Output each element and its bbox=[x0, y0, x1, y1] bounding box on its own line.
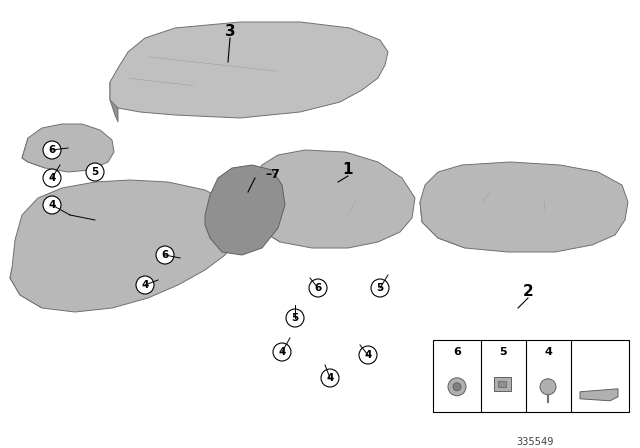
Polygon shape bbox=[205, 165, 285, 255]
Polygon shape bbox=[10, 180, 240, 312]
Polygon shape bbox=[110, 82, 118, 122]
Polygon shape bbox=[10, 268, 42, 308]
Text: 4: 4 bbox=[48, 200, 56, 210]
Text: 1: 1 bbox=[343, 163, 353, 177]
Polygon shape bbox=[580, 389, 618, 401]
Circle shape bbox=[540, 379, 556, 395]
Polygon shape bbox=[420, 202, 465, 248]
Text: 4: 4 bbox=[141, 280, 148, 290]
Text: 3: 3 bbox=[225, 25, 236, 39]
Circle shape bbox=[273, 343, 291, 361]
Polygon shape bbox=[248, 150, 415, 248]
Text: 4: 4 bbox=[544, 347, 552, 357]
Text: 5: 5 bbox=[291, 313, 299, 323]
Circle shape bbox=[453, 383, 461, 391]
FancyBboxPatch shape bbox=[493, 377, 511, 391]
Text: 4: 4 bbox=[326, 373, 333, 383]
Text: 2: 2 bbox=[523, 284, 533, 300]
FancyBboxPatch shape bbox=[433, 340, 629, 412]
Circle shape bbox=[136, 276, 154, 294]
Polygon shape bbox=[110, 22, 388, 118]
Text: 6: 6 bbox=[453, 347, 461, 357]
Circle shape bbox=[156, 246, 174, 264]
Polygon shape bbox=[420, 162, 628, 252]
FancyBboxPatch shape bbox=[498, 381, 506, 387]
Circle shape bbox=[321, 369, 339, 387]
Circle shape bbox=[43, 196, 61, 214]
Text: 6: 6 bbox=[161, 250, 168, 260]
Text: –7: –7 bbox=[265, 168, 280, 181]
Circle shape bbox=[448, 378, 466, 396]
Circle shape bbox=[86, 163, 104, 181]
Circle shape bbox=[43, 141, 61, 159]
Text: 5: 5 bbox=[92, 167, 99, 177]
Text: 5: 5 bbox=[376, 283, 383, 293]
Polygon shape bbox=[22, 124, 114, 172]
Text: 6: 6 bbox=[314, 283, 322, 293]
Text: 5: 5 bbox=[499, 347, 507, 357]
Circle shape bbox=[43, 169, 61, 187]
Circle shape bbox=[309, 279, 327, 297]
Polygon shape bbox=[248, 202, 280, 242]
Text: 6: 6 bbox=[49, 145, 56, 155]
Circle shape bbox=[371, 279, 389, 297]
Circle shape bbox=[359, 346, 377, 364]
Polygon shape bbox=[22, 138, 45, 168]
Text: 4: 4 bbox=[364, 350, 372, 360]
Text: 4: 4 bbox=[48, 173, 56, 183]
Text: 335549: 335549 bbox=[516, 437, 554, 447]
Text: 4: 4 bbox=[278, 347, 285, 357]
Circle shape bbox=[286, 309, 304, 327]
